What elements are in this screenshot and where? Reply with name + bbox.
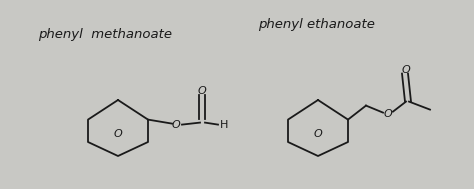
Text: H: H [220,120,228,130]
Text: O: O [172,120,181,130]
Text: O: O [198,86,206,96]
Text: O: O [314,129,322,139]
Text: O: O [401,65,410,75]
Text: O: O [114,129,122,139]
Text: phenyl ethanoate: phenyl ethanoate [258,18,375,31]
Text: phenyl  methanoate: phenyl methanoate [38,28,172,41]
Text: O: O [383,109,392,119]
